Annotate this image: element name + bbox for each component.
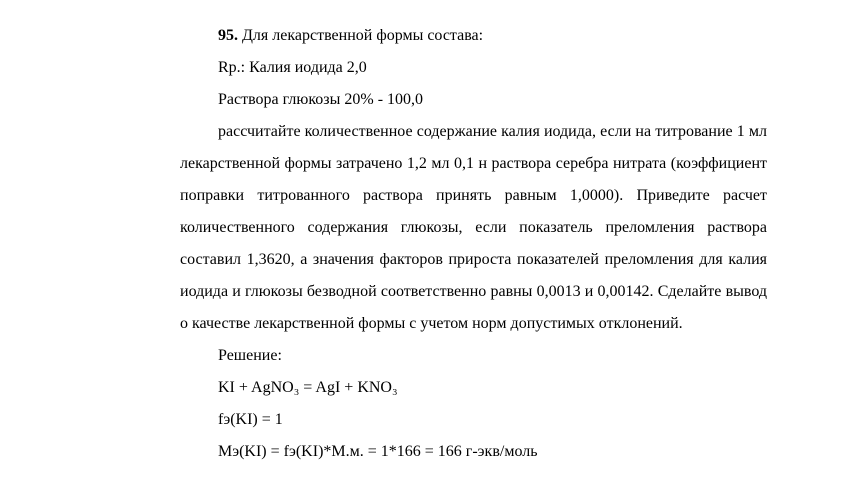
f-equation: fэ(KI) = 1 — [180, 404, 767, 436]
problem-intro: Для лекарственной формы состава: — [238, 27, 483, 44]
problem-number: 95. — [218, 27, 238, 44]
solution-header: Решение: — [180, 340, 767, 372]
problem-body: рассчитайте количественное содержание ка… — [180, 116, 767, 340]
document-body: 95. Для лекарственной формы состава: Rp.… — [180, 20, 767, 468]
m-equation: Mэ(KI) = fэ(KI)*M.м. = 1*166 = 166 г-экв… — [180, 436, 767, 468]
glucose-solution-line: Раствора глюкозы 20% - 100,0 — [180, 84, 767, 116]
chemical-equation: KI + AgNO₃ = AgI + KNO₃ — [180, 372, 767, 404]
problem-header: 95. Для лекарственной формы состава: — [180, 20, 767, 52]
rp-line: Rp.: Калия иодида 2,0 — [180, 52, 767, 84]
